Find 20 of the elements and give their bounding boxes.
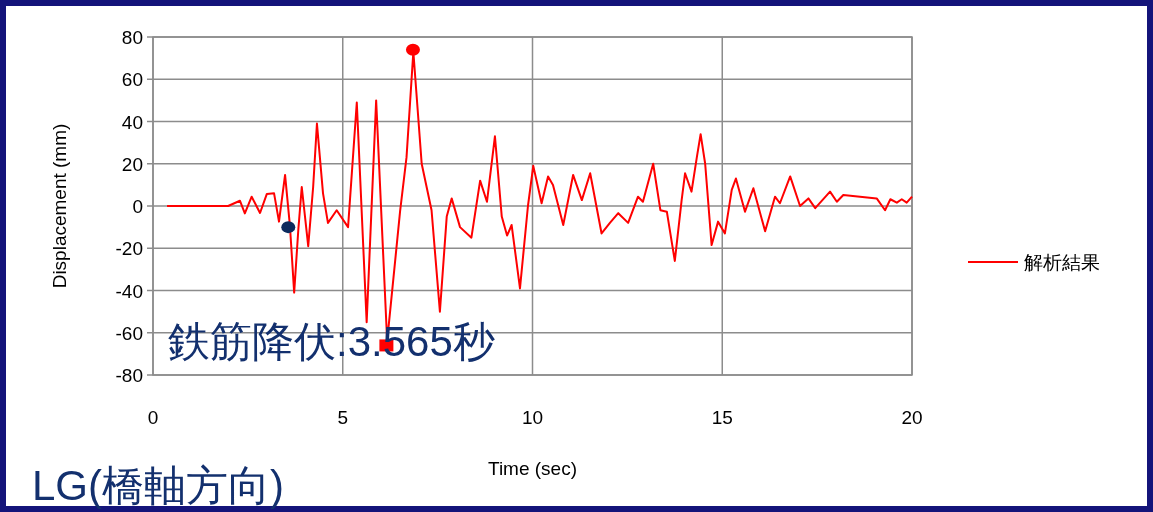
text: LG(橋軸方向) <box>32 462 284 509</box>
y-tick-label: 40 <box>121 111 143 133</box>
y-tick-label: 0 <box>132 196 143 217</box>
x-tick-label: 15 <box>711 407 733 428</box>
y-tick-label: 60 <box>121 69 143 91</box>
point <box>281 221 296 234</box>
point <box>405 43 420 56</box>
x-tick-label: 10 <box>521 407 544 428</box>
y-tick-label: -60 <box>115 322 143 344</box>
y-tick-label: 20 <box>121 153 143 175</box>
legend-label: 解析結果 <box>1024 252 1100 273</box>
y-tick-label: -80 <box>115 365 143 386</box>
y-axis-title: Displacement (mm) <box>49 123 70 289</box>
x-tick-label: 20 <box>901 407 923 428</box>
x-tick-label: 5 <box>337 407 349 428</box>
x-tick-label: 0 <box>147 407 159 428</box>
y-tick-label: -20 <box>115 238 143 260</box>
y-tick-label: -40 <box>115 280 143 302</box>
y-tick-label: 80 <box>121 27 143 48</box>
x-axis-title: Time (sec) <box>487 458 578 479</box>
